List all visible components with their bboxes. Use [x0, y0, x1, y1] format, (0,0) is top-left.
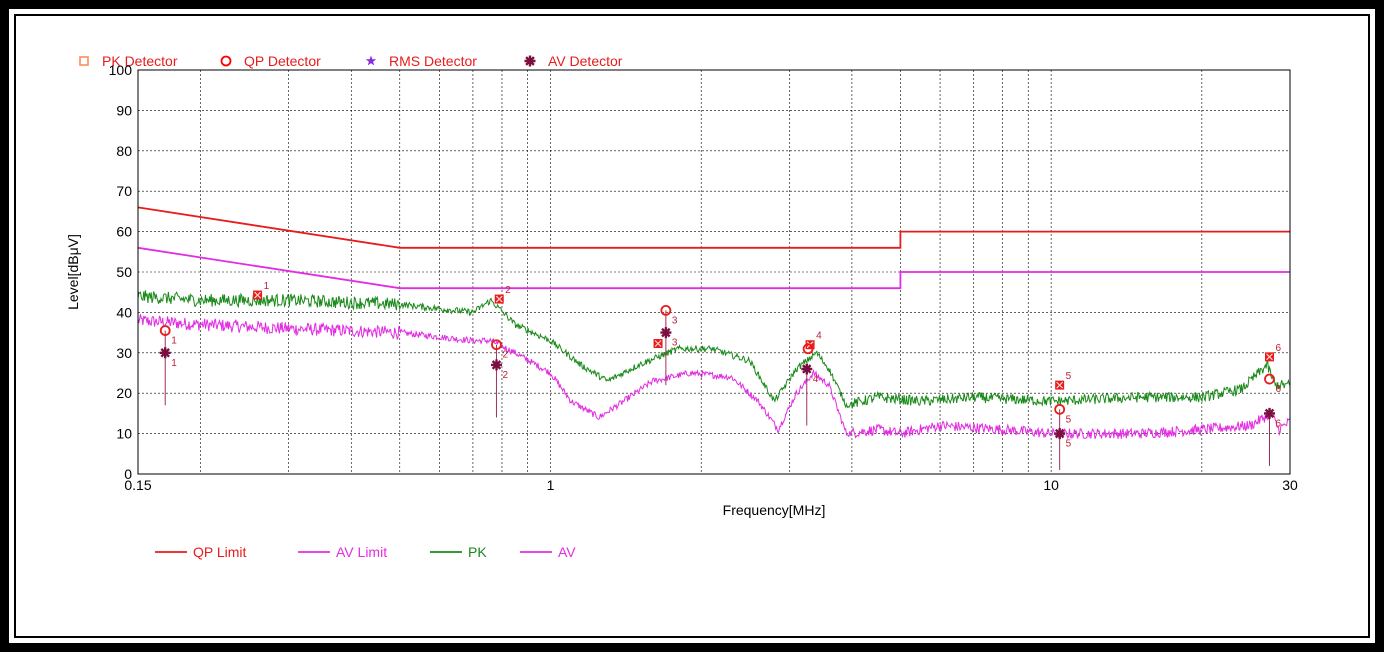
- y-tick-label: 50: [116, 264, 132, 280]
- marker-index-label: 6: [1275, 418, 1281, 429]
- qp-marker: [491, 339, 502, 351]
- pk-marker-cross: [254, 291, 262, 299]
- x-tick-label: 10: [1043, 477, 1059, 493]
- line-legend-label: QP Limit: [193, 544, 247, 560]
- series-av: [137, 314, 1291, 440]
- marker-index-label: 1: [264, 281, 270, 292]
- detector-legend-label: RMS Detector: [389, 53, 477, 69]
- y-tick-label: 90: [116, 102, 132, 118]
- qp-marker: [159, 325, 171, 336]
- detector-legend-label: QP Detector: [244, 53, 321, 69]
- y-tick-label: 0: [124, 466, 132, 482]
- av-marker: [1054, 428, 1066, 440]
- series-pk: [137, 290, 1291, 409]
- y-tick-label: 40: [116, 304, 132, 320]
- pk-marker-cross: [1266, 353, 1273, 361]
- detector-legend-label: PK Detector: [102, 53, 178, 69]
- av-marker: [660, 327, 672, 339]
- pk-marker-cross: [495, 295, 503, 303]
- qp-marker: [1264, 373, 1275, 385]
- y-axis-label: Level[dBμV]: [65, 234, 81, 310]
- y-tick-label: 100: [109, 62, 133, 78]
- marker-index-label: 2: [505, 285, 511, 296]
- av-marker: [159, 347, 171, 359]
- qp-marker: [802, 343, 814, 355]
- qp-marker: [1054, 403, 1066, 415]
- line-legend-label: PK: [468, 544, 487, 560]
- marker-layer: 1 1 1 2 2 2 3 3 4 4 5 5 5 6 6 6: [159, 281, 1281, 470]
- marker-index-label: 2: [502, 350, 508, 361]
- inner-frame: [14, 14, 1370, 638]
- y-tick-label: 80: [116, 143, 132, 159]
- legend-asterisk-icon: [524, 55, 536, 67]
- series-qp-limit: [137, 206, 1290, 249]
- detector-legend-label: AV Detector: [548, 53, 623, 69]
- y-tick-label: 70: [116, 183, 132, 199]
- x-axis-label: Frequency[MHz]: [723, 502, 826, 518]
- av-marker: [801, 363, 813, 375]
- legend-circle-icon: [220, 55, 232, 67]
- marker-index-label: 3: [672, 338, 678, 349]
- pk-marker-cross: [654, 340, 662, 347]
- legend-star-icon: [365, 55, 377, 66]
- marker-index-label: 5: [1066, 439, 1072, 450]
- x-tick-label: 30: [1282, 477, 1298, 493]
- marker-index-label: 4: [813, 374, 819, 385]
- line-legend: QP Limit AV Limit PK AV: [155, 544, 576, 560]
- detector-legend: PK Detector QP Detector RMS Detector AV Det…: [79, 53, 623, 69]
- pk-marker-cross: [1056, 381, 1064, 389]
- x-tick-label: 1: [547, 477, 555, 493]
- series-layer: [137, 206, 1291, 440]
- marker-index-label: 1: [171, 358, 177, 369]
- marker-index-label: 2: [502, 370, 508, 381]
- line-legend-label: AV Limit: [336, 544, 387, 560]
- x-tick-labels: 0.15 1 10 30: [124, 477, 1298, 493]
- marker-index-label: 6: [1275, 384, 1281, 395]
- y-tick-label: 10: [116, 426, 132, 442]
- y-tick-label: 60: [116, 224, 132, 240]
- marker-index-label: 5: [1066, 371, 1072, 382]
- marker-index-label: 3: [672, 315, 678, 326]
- qp-marker: [660, 304, 672, 316]
- line-legend-label: AV: [558, 544, 576, 560]
- av-marker: [491, 359, 502, 371]
- marker-index-label: 5: [1066, 414, 1072, 425]
- marker-index-label: 4: [816, 331, 822, 342]
- x-tick-label: 0.15: [124, 477, 151, 493]
- y-tick-label: 20: [116, 385, 132, 401]
- av-marker: [1264, 407, 1275, 419]
- plot-border: [137, 69, 1291, 475]
- series-av-limit: [137, 246, 1290, 290]
- marker-index-label: 1: [171, 336, 177, 347]
- y-tick-labels: 0 10 20 30 40 50 60 70 80 90 100: [109, 62, 133, 482]
- y-tick-label: 30: [116, 345, 132, 361]
- legend-square-icon: [79, 56, 89, 66]
- marker-index-label: 6: [1275, 343, 1281, 354]
